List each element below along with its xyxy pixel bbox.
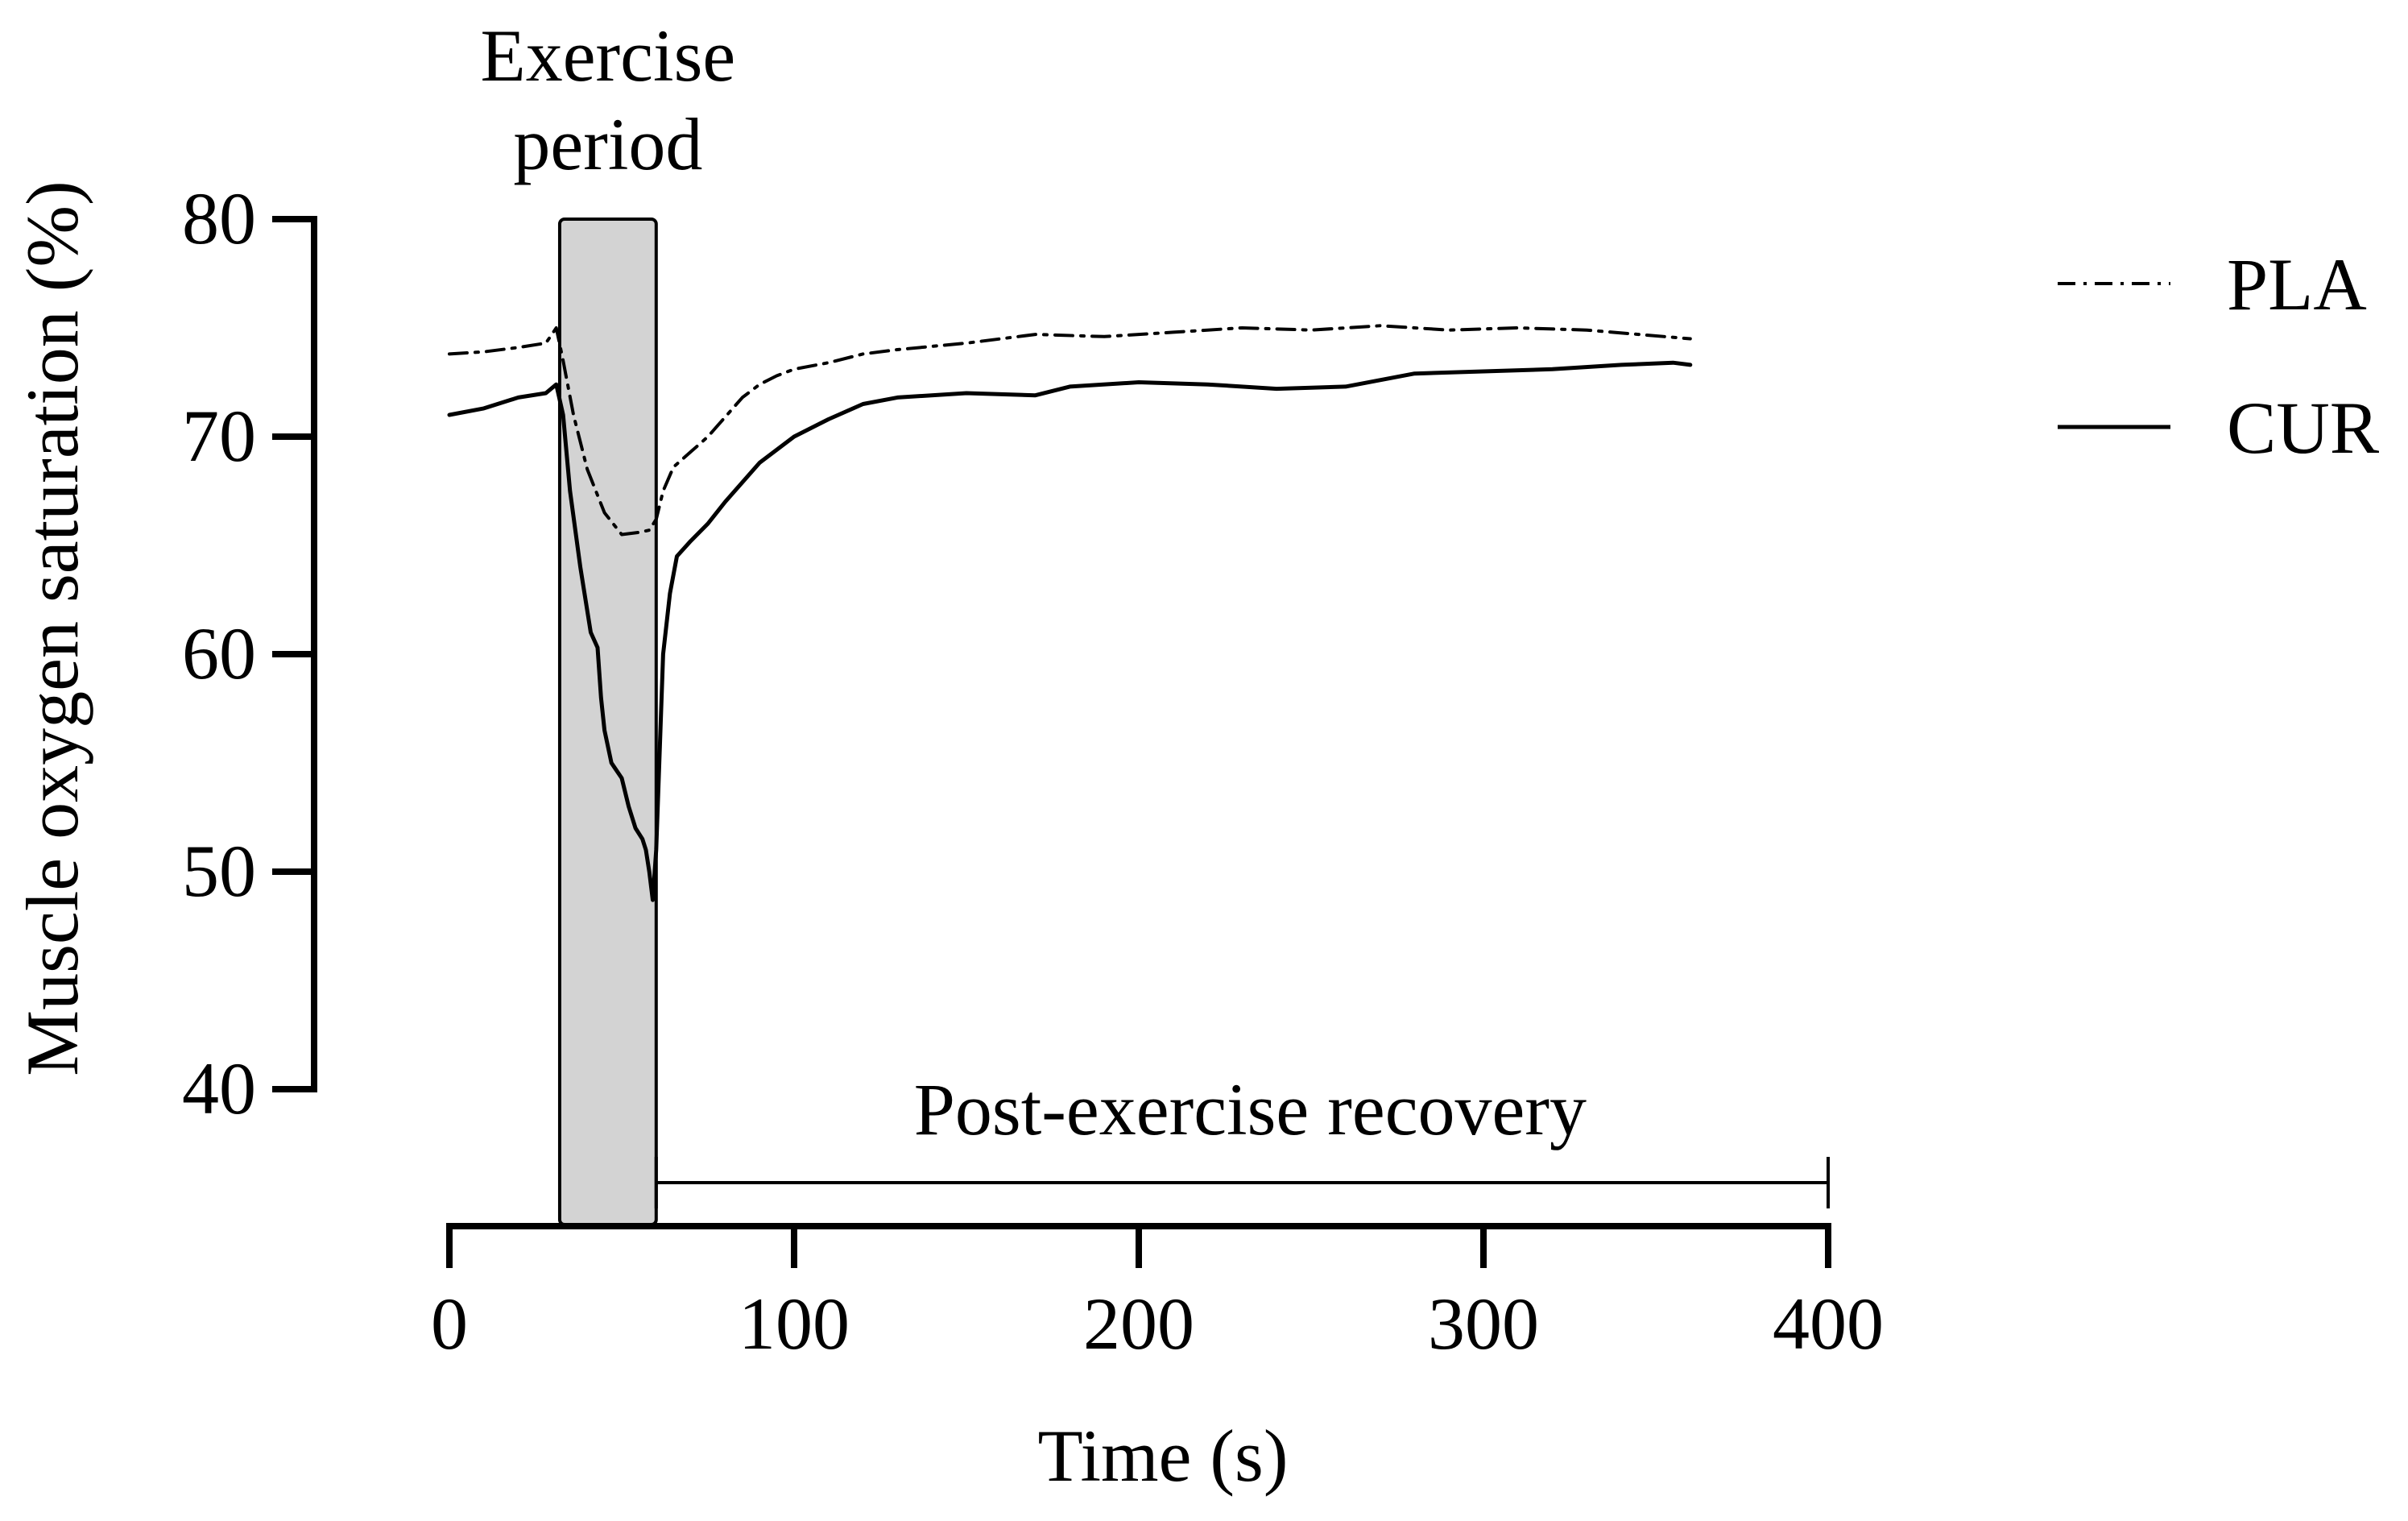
x-tick-label: 300	[1428, 1283, 1539, 1365]
exercise-period-region	[557, 218, 658, 1226]
x-axis: 0 100 200 300 400	[431, 1223, 1884, 1365]
y-axis-title: Muscle oxygen saturation (%)	[11, 180, 93, 1075]
y-tick-label: 40	[182, 1047, 256, 1129]
x-tick-label: 200	[1083, 1283, 1194, 1365]
x-tick-label: 100	[739, 1283, 850, 1365]
x-tick-label: 0	[431, 1283, 468, 1365]
y-tick-label: 70	[182, 395, 256, 477]
recovery-bracket	[654, 1157, 1830, 1208]
y-tick-label: 60	[182, 612, 256, 694]
legend-label-cur: CUR	[2227, 387, 2380, 469]
series-line-pla	[448, 324, 1692, 537]
y-tick-label: 50	[182, 830, 256, 912]
y-tick-label: 80	[182, 177, 256, 259]
x-tick-label: 400	[1773, 1283, 1884, 1365]
exercise-period-label: Exercise period	[481, 15, 736, 185]
x-axis-title: Time (s)	[1038, 1415, 1289, 1497]
legend-label-pla: PLA	[2227, 243, 2367, 325]
legend: PLA CUR	[2058, 243, 2380, 469]
y-axis: 40 50 60 70 80	[182, 177, 317, 1129]
series-line-cur	[447, 360, 1693, 902]
recovery-label: Post-exercise recovery	[914, 1068, 1587, 1150]
